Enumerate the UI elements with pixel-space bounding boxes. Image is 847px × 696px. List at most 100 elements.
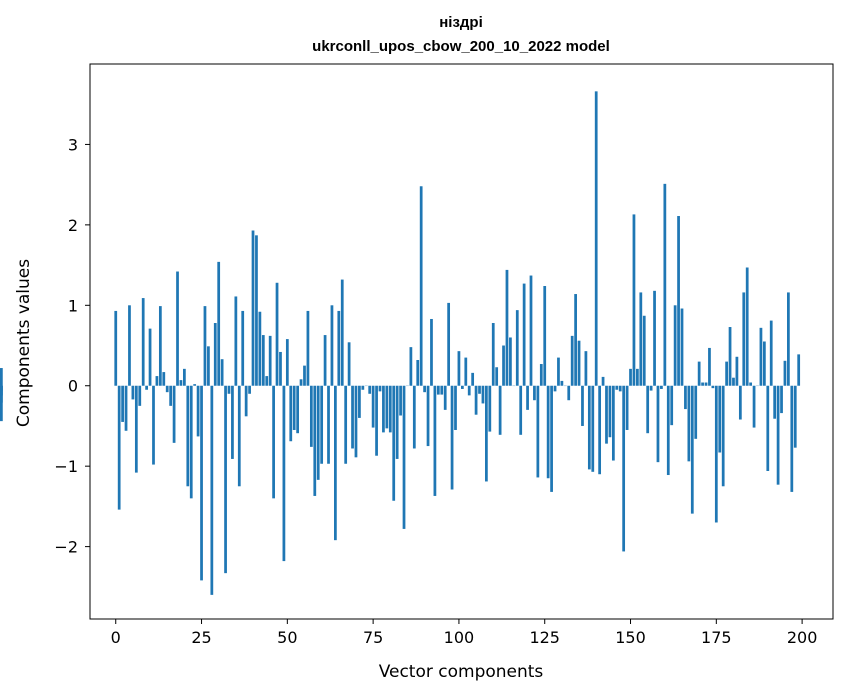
bar-127: [550, 385, 553, 492]
bar-147: [618, 385, 622, 392]
bar-136: [581, 385, 584, 426]
bar-56: [306, 310, 310, 386]
bar-153: [639, 292, 643, 386]
bar-144: [608, 385, 612, 438]
bar-148: [622, 385, 626, 552]
bar-109: [488, 385, 492, 432]
bar-130: [560, 380, 564, 386]
bar-126: [546, 385, 550, 479]
bar-67: [344, 385, 348, 464]
bar-155: [646, 385, 650, 434]
bar-141: [598, 385, 602, 475]
bar-90: [423, 385, 426, 393]
bar-177: [721, 385, 725, 487]
bar-92: [430, 318, 433, 386]
bar-36: [237, 385, 241, 487]
bars-group: [0, 91, 801, 595]
bar-199: [797, 354, 801, 386]
bar-57: [309, 385, 313, 447]
bar-81: [392, 385, 396, 501]
bar-89: [419, 186, 423, 386]
bar-160: [663, 183, 667, 386]
bar-5: [131, 385, 135, 400]
bar-63: [330, 305, 334, 386]
y-axis-ticks: −2 −1 0 1 2 3: [54, 135, 90, 557]
bar-163: [673, 305, 677, 386]
bar-150: [629, 368, 632, 386]
bar-37: [241, 310, 245, 386]
bar-188: [759, 327, 763, 386]
x-axis-ticks: 0 25 50 75 100 125 150 175 200: [111, 619, 818, 647]
bar-74: [368, 385, 372, 394]
y-tick-label: 3: [68, 135, 78, 154]
y-tick-label: −2: [54, 538, 78, 557]
bar-87: [412, 385, 416, 449]
bar-19: [179, 380, 183, 386]
bar-10: [148, 328, 152, 386]
bar-129: [557, 357, 560, 386]
bar-55: [303, 365, 306, 386]
bar-134: [574, 294, 577, 386]
bar-52: [292, 385, 296, 430]
bar-194: [780, 385, 783, 414]
bar-110: [491, 323, 495, 386]
x-tick-label: 25: [191, 628, 211, 647]
bar-0: [114, 310, 118, 386]
bar-143: [605, 385, 608, 444]
bar-75: [371, 385, 375, 428]
bar-20: [183, 368, 186, 386]
bar-83: [399, 385, 402, 416]
bar-167: [687, 385, 691, 462]
bar-119: [522, 283, 526, 386]
bar-28: [210, 385, 214, 595]
bar-13: [158, 306, 162, 386]
bar-137: [584, 351, 588, 386]
bar-23: [193, 384, 197, 386]
bar-33: [227, 385, 231, 394]
bar-32: [224, 385, 227, 574]
bar-17: [172, 385, 176, 443]
bar-133: [570, 335, 574, 386]
bar-168: [690, 385, 694, 514]
bar-68: [347, 342, 351, 386]
bar-122: [533, 385, 536, 401]
bar-53: [296, 385, 300, 434]
plot-frame: [89, 63, 834, 620]
y-tick-label: 1: [68, 296, 78, 315]
bar-41: [255, 235, 258, 386]
bar-132: [567, 385, 571, 401]
bar-79: [385, 385, 389, 429]
bar-125: [543, 286, 547, 386]
bar-115: [509, 337, 512, 386]
bar-45: [268, 335, 272, 386]
bar-112: [498, 385, 502, 435]
bar-169: [694, 385, 698, 439]
bar-91: [426, 385, 430, 447]
x-tick-label: 175: [701, 628, 732, 647]
bar-39: [248, 385, 251, 394]
bar-197: [790, 385, 794, 492]
bar-51: [289, 385, 293, 442]
bar-9: [145, 385, 148, 390]
bar-118: [519, 385, 523, 435]
x-tick-label: 200: [787, 628, 818, 647]
bar-7: [138, 385, 142, 406]
bar-174: [711, 385, 715, 389]
bar-59: [316, 385, 320, 480]
bar-93: [433, 385, 437, 496]
bar-102: [464, 357, 468, 386]
bar-190: [766, 385, 770, 471]
bar-42: [258, 311, 262, 386]
bar-54: [299, 379, 303, 386]
bar-195: [783, 360, 787, 386]
bar-123: [536, 385, 540, 478]
chart-title: ніздрі: [439, 14, 483, 31]
bar-152: [636, 368, 639, 386]
bar-72: [361, 385, 365, 390]
bar-103: [467, 385, 471, 396]
bar-101: [460, 385, 464, 389]
bar-157: [653, 290, 656, 386]
bar-121: [529, 275, 533, 386]
bar-47: [275, 282, 279, 386]
